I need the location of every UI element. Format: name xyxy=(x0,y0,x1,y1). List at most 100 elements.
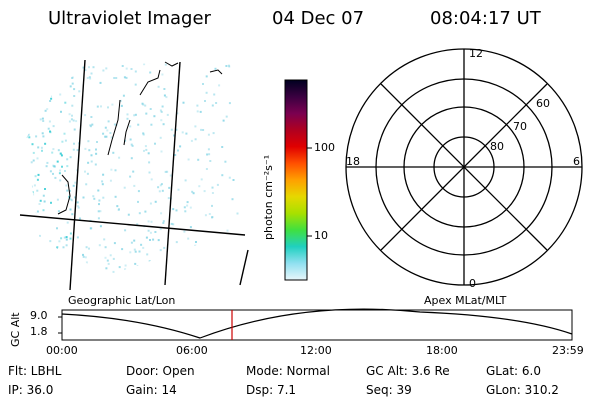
uv-pixel xyxy=(152,238,155,241)
uv-pixel xyxy=(64,139,67,142)
uv-pixel xyxy=(45,255,48,258)
uv-pixel xyxy=(199,110,202,113)
uv-pixel xyxy=(130,157,133,160)
uv-pixel xyxy=(66,189,69,192)
uv-pixel xyxy=(124,264,127,267)
uv-pixel xyxy=(30,255,33,258)
uv-pixel xyxy=(54,251,57,253)
uv-pixel xyxy=(152,274,155,275)
uv-pixel xyxy=(126,117,129,120)
uv-pixel xyxy=(69,237,72,240)
uv-pixel xyxy=(46,108,49,111)
mlat-label-60: 60 xyxy=(536,97,550,110)
colorbar-tick-label: 10 xyxy=(314,229,328,242)
uv-pixel xyxy=(30,185,33,188)
uv-pixel xyxy=(104,256,107,259)
uv-pixel xyxy=(94,277,96,279)
uv-pixel xyxy=(30,111,33,114)
uv-pixel xyxy=(37,173,40,176)
uv-pixel xyxy=(36,189,39,192)
uv-pixel xyxy=(147,220,150,223)
uv-pixel xyxy=(167,197,170,200)
colorbar-tick-label: 100 xyxy=(314,141,335,154)
uv-pixel xyxy=(187,158,190,161)
uv-pixel xyxy=(183,206,186,209)
uv-pixel xyxy=(95,270,98,273)
uv-pixel xyxy=(46,244,49,247)
uv-pixel xyxy=(125,67,128,70)
uv-pixel xyxy=(63,236,66,239)
uv-pixel xyxy=(59,152,62,155)
uv-pixel xyxy=(110,168,113,171)
uv-pixel xyxy=(200,178,203,181)
uv-pixel xyxy=(27,85,30,88)
uv-pixel xyxy=(28,236,31,239)
uv-pixel xyxy=(42,209,45,212)
uv-pixel xyxy=(219,255,222,258)
uv-pixel xyxy=(98,199,101,202)
uv-pixel xyxy=(98,203,100,206)
uv-pixel xyxy=(113,123,116,126)
uv-pixel xyxy=(90,72,93,75)
uv-pixel xyxy=(69,232,72,235)
uv-pixel xyxy=(73,142,75,145)
uv-pixel xyxy=(100,105,102,108)
uv-pixel xyxy=(27,133,30,136)
uv-pixel xyxy=(28,74,30,76)
uv-pixel xyxy=(226,229,229,232)
uv-pixel xyxy=(168,186,171,189)
uv-pixel xyxy=(55,252,58,255)
uv-pixel xyxy=(159,136,162,139)
uv-pixel xyxy=(69,85,72,88)
uv-pixel xyxy=(42,194,45,197)
uv-pixel xyxy=(76,236,79,239)
uv-pixel xyxy=(60,237,63,240)
uv-pixel xyxy=(97,217,100,220)
uv-pixel xyxy=(202,129,205,131)
uv-pixel xyxy=(213,93,216,96)
uv-pixel xyxy=(175,209,178,212)
status-seq: Seq: 39 xyxy=(366,383,412,397)
uv-pixel xyxy=(149,239,151,241)
uv-pixel xyxy=(147,152,150,155)
uv-pixel xyxy=(59,169,62,172)
uv-pixel xyxy=(63,132,66,135)
uv-pixel xyxy=(129,175,132,178)
uv-pixel xyxy=(86,172,89,175)
uv-pixel xyxy=(104,246,107,249)
uv-pixel xyxy=(59,62,62,63)
uv-pixel xyxy=(195,241,197,243)
uv-pixel xyxy=(57,210,60,213)
uv-pixel xyxy=(157,186,160,189)
uv-pixel xyxy=(184,179,187,182)
uv-pixel xyxy=(212,132,215,135)
uv-pixel xyxy=(53,165,56,168)
uv-pixel xyxy=(112,257,115,260)
uv-pixel xyxy=(236,212,239,215)
uv-pixel xyxy=(42,135,45,138)
uv-pixel xyxy=(114,195,117,198)
uv-pixel xyxy=(99,210,102,213)
uv-pixel xyxy=(122,94,125,97)
uv-pixel xyxy=(34,244,36,247)
uv-pixel xyxy=(110,136,113,139)
uv-pixel xyxy=(28,73,31,76)
uv-pixel xyxy=(33,258,36,261)
uv-pixel xyxy=(163,88,166,90)
uv-pixel xyxy=(134,250,137,253)
uv-pixel xyxy=(90,116,93,118)
uv-pixel xyxy=(202,83,204,85)
uv-pixel xyxy=(33,241,36,244)
uv-pixel xyxy=(27,238,30,240)
uv-pixel xyxy=(71,77,74,79)
uv-pixel xyxy=(91,123,94,126)
uv-pixel xyxy=(144,267,147,270)
uv-pixel xyxy=(144,210,147,213)
uv-pixel xyxy=(103,238,106,241)
geo-grid-line xyxy=(69,59,86,291)
uv-pixel xyxy=(161,105,164,108)
uv-pixel xyxy=(71,82,74,85)
uv-pixel xyxy=(133,248,136,251)
uv-pixel xyxy=(194,244,197,247)
uv-pixel xyxy=(121,65,124,67)
